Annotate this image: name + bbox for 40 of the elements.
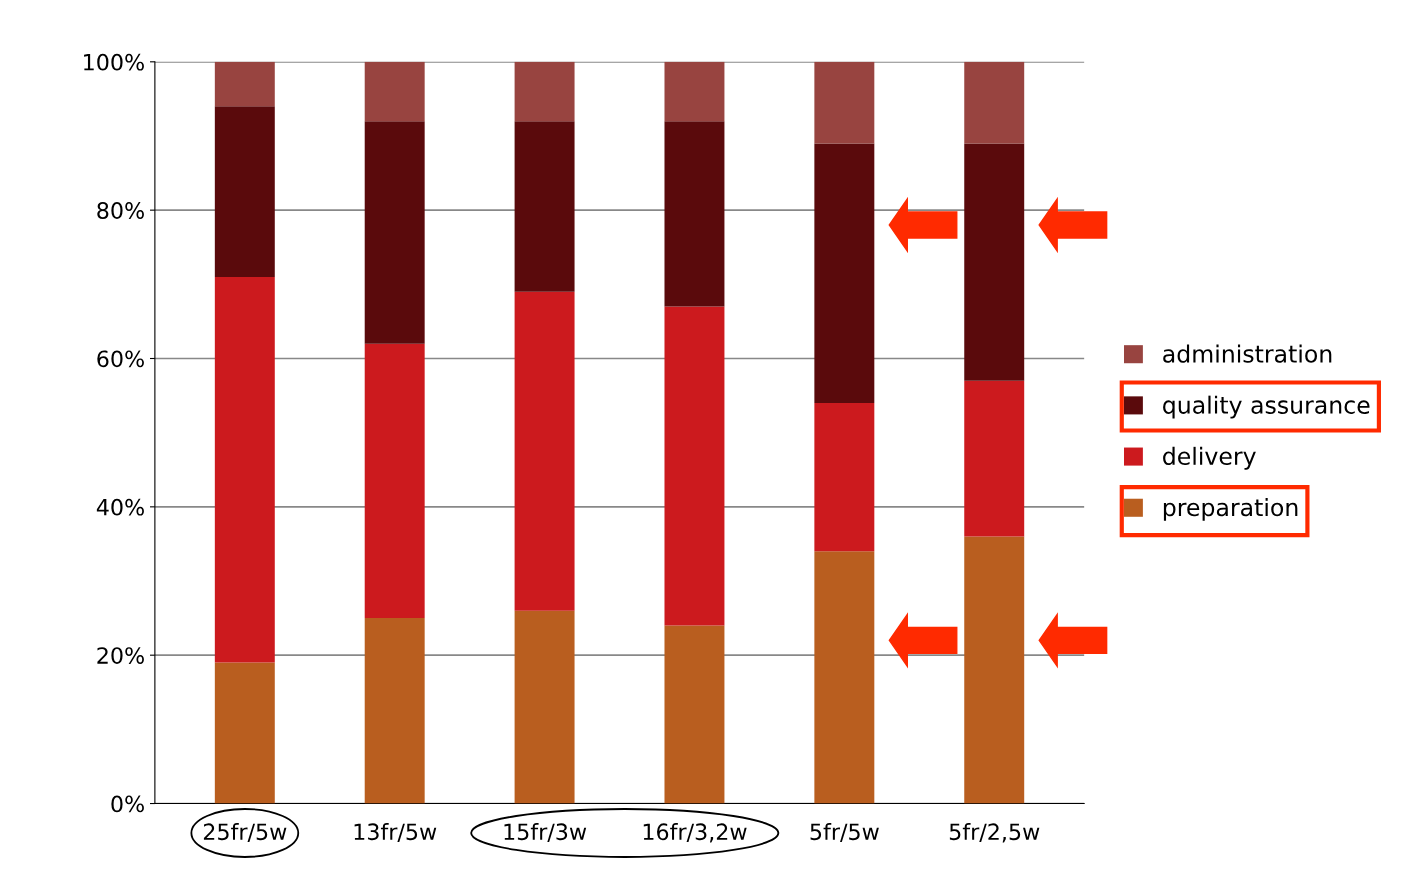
- bar: [964, 143, 1025, 381]
- legend-label: preparation: [1163, 498, 1298, 521]
- legend-label: administration: [1163, 344, 1332, 363]
- y-tick-label: 0%: [111, 795, 144, 813]
- x-tick-label: 16fr/3,2w: [643, 822, 747, 843]
- bar: [214, 61, 275, 107]
- x-tick-label: 5fr/2,5w: [949, 822, 1040, 843]
- bar: [214, 276, 275, 663]
- bar: [514, 121, 575, 292]
- bar: [814, 61, 875, 144]
- x-tick-label: 15fr/3w: [504, 822, 587, 842]
- bar: [664, 121, 725, 307]
- bar: [964, 380, 1025, 537]
- bar: [364, 61, 425, 122]
- y-tick-label: 100%: [84, 53, 144, 71]
- bar: [664, 306, 725, 626]
- bar: [814, 551, 875, 804]
- x-tick-label: 13fr/5w: [354, 822, 437, 842]
- bar: [364, 343, 425, 619]
- legend-label: delivery: [1163, 446, 1256, 470]
- y-tick-label: 40%: [96, 498, 144, 516]
- y-tick-label: 80%: [97, 202, 144, 219]
- bar: [664, 625, 725, 804]
- bar: [364, 618, 425, 804]
- bar: [814, 143, 875, 403]
- legend-label: quality assurance: [1163, 395, 1370, 419]
- x-tick-label: 25fr/5w: [203, 822, 287, 842]
- bar: [364, 121, 425, 344]
- bar: [514, 291, 575, 611]
- bar: [664, 61, 725, 122]
- bar: [964, 61, 1025, 144]
- bar: [814, 403, 875, 552]
- bar: [214, 106, 275, 277]
- x-tick-label: 5fr/5w: [810, 822, 879, 842]
- bar: [214, 662, 275, 804]
- bar: [964, 536, 1025, 804]
- y-tick-label: 60%: [97, 350, 144, 368]
- bar: [514, 610, 575, 804]
- bar: [514, 61, 575, 122]
- y-tick-label: 20%: [97, 647, 144, 664]
